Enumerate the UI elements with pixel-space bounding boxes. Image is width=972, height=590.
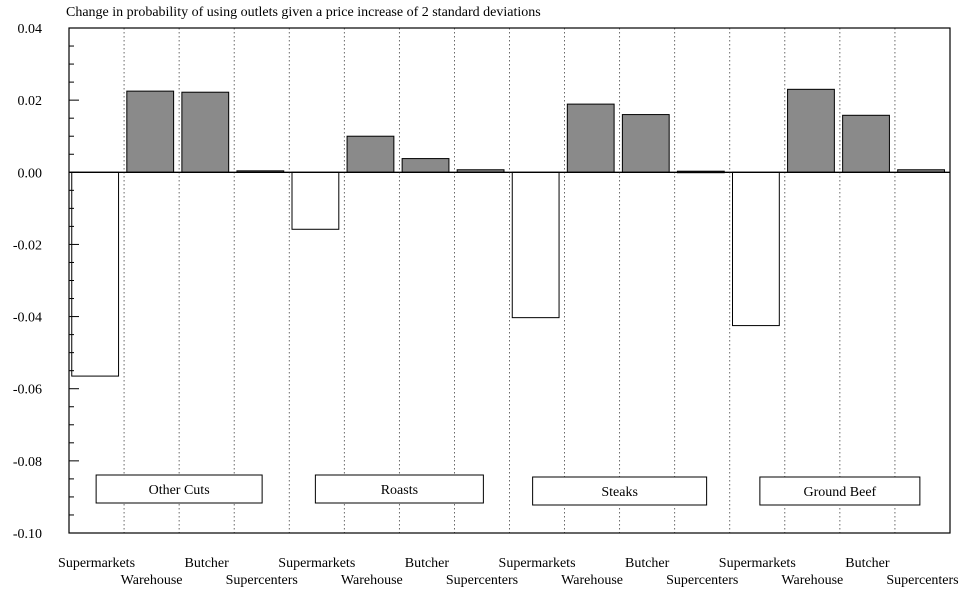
x-tick-label-warehouse: Warehouse [561,573,623,588]
bar-roasts-supermarkets [291,171,340,230]
x-tick-label-butcher: Butcher [845,556,890,571]
group-label-box [314,474,484,504]
bar-ground-beef-warehouse [787,88,835,173]
x-tick-label-warehouse: Warehouse [341,573,403,588]
x-tick-label-supercenters: Supercenters [446,573,518,588]
x-tick-label-supermarkets: Supermarkets [58,556,135,571]
y-tick-label: 0.04 [18,22,43,37]
y-tick-label: 0.02 [18,94,43,109]
y-tick-label: -0.02 [13,238,42,253]
group-label: Other Cuts [149,483,210,498]
y-tick-label: -0.04 [13,311,42,326]
bar-steaks-supermarkets [511,171,560,319]
group-label-box [759,476,921,506]
group-label-box [95,474,263,504]
bar-ground-beef-butcher [842,114,890,173]
bar-roasts-butcher [401,158,450,173]
bar-steaks-warehouse [566,103,615,173]
group-label: Steaks [601,485,638,500]
bar-roasts-warehouse [346,135,395,173]
bar-other-cuts-butcher [181,91,230,173]
bar-other-cuts-supermarkets [71,171,120,377]
y-tick-label: -0.10 [13,527,42,542]
y-tick-label: -0.06 [13,383,42,398]
x-tick-label-supercenters: Supercenters [666,573,738,588]
x-tick-label-warehouse: Warehouse [121,573,183,588]
bar-steaks-butcher [621,114,670,173]
group-label: Roasts [381,483,418,498]
x-tick-label-butcher: Butcher [405,556,450,571]
bar-other-cuts-warehouse [126,90,175,173]
y-tick-label: -0.08 [13,455,42,470]
chart-title: Change in probability of using outlets g… [66,5,541,20]
group-label-box [532,476,708,506]
group-label: Ground Beef [804,485,877,500]
x-tick-label-supercenters: Supercenters [226,573,298,588]
y-tick-label: 0.00 [18,166,43,181]
x-tick-label-supermarkets: Supermarkets [719,556,796,571]
x-tick-label-supercenters: Supercenters [886,573,958,588]
bar-ground-beef-supermarkets [732,171,780,327]
x-tick-label-butcher: Butcher [184,556,229,571]
x-tick-label-supermarkets: Supermarkets [499,556,576,571]
x-tick-label-warehouse: Warehouse [781,573,843,588]
x-tick-label-butcher: Butcher [625,556,670,571]
x-tick-label-supermarkets: Supermarkets [278,556,355,571]
